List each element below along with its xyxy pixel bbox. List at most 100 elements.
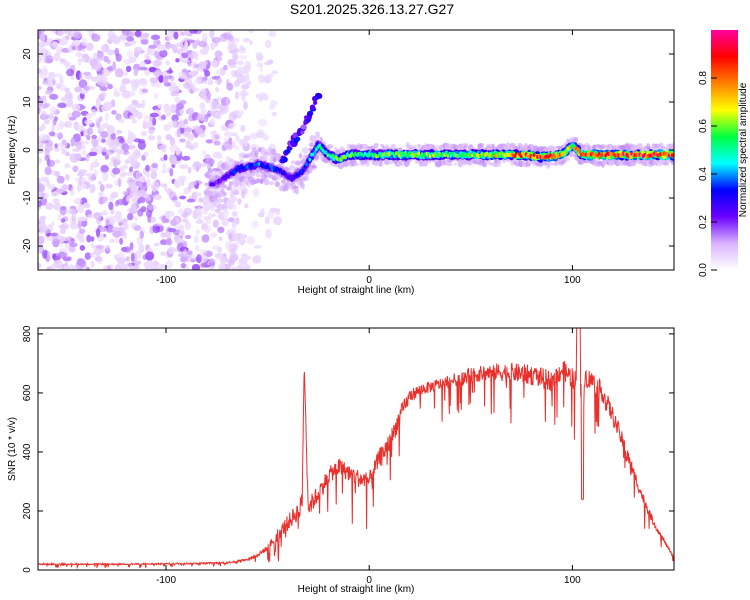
noise-speck bbox=[60, 218, 66, 223]
noise-speck bbox=[267, 210, 275, 220]
noise-speck bbox=[174, 96, 180, 104]
noise-speck bbox=[199, 90, 205, 96]
noise-speck bbox=[140, 130, 147, 137]
noise-speck bbox=[173, 42, 179, 50]
ridge-halo bbox=[574, 137, 579, 142]
noise-speck bbox=[150, 216, 157, 224]
ridge-blob bbox=[393, 154, 396, 159]
ridge-halo bbox=[250, 173, 256, 177]
noise-speck bbox=[52, 191, 58, 196]
noise-speck bbox=[38, 72, 48, 79]
noise-speck bbox=[71, 110, 81, 118]
noise-speck bbox=[115, 152, 121, 162]
noise-speck bbox=[227, 229, 236, 233]
noise-speck bbox=[98, 116, 103, 123]
secondary-ridge-blob bbox=[309, 104, 316, 111]
noise-speck bbox=[190, 181, 198, 186]
noise-speck bbox=[99, 226, 108, 232]
ridge-blob bbox=[391, 151, 395, 156]
snr-y-tick-label: 800 bbox=[22, 325, 33, 342]
ridge-halo bbox=[599, 144, 607, 150]
ridge-halo bbox=[258, 146, 263, 152]
noise-speck bbox=[43, 114, 50, 119]
noise-speck bbox=[148, 204, 154, 210]
noise-speck bbox=[201, 162, 207, 168]
noise-speck bbox=[57, 102, 67, 109]
noise-speck bbox=[170, 76, 175, 82]
noise-speck bbox=[149, 112, 159, 118]
noise-speck bbox=[38, 106, 41, 115]
ridge-halo bbox=[229, 181, 233, 186]
noise-speck bbox=[271, 111, 278, 117]
noise-speck bbox=[68, 116, 76, 121]
noise-speck bbox=[185, 263, 190, 270]
noise-speck bbox=[176, 103, 184, 110]
noise-speck bbox=[231, 211, 238, 217]
noise-speck bbox=[190, 72, 197, 77]
noise-speck bbox=[216, 203, 225, 211]
noise-speck bbox=[65, 121, 73, 126]
noise-speck bbox=[137, 208, 144, 217]
noise-speck bbox=[200, 262, 208, 268]
noise-speck bbox=[38, 191, 45, 200]
noise-speck bbox=[61, 149, 68, 155]
noise-speck bbox=[133, 46, 143, 53]
noise-speck bbox=[179, 74, 189, 80]
noise-speck bbox=[188, 85, 194, 89]
noise-speck bbox=[52, 198, 60, 204]
snr-x-tick-label: 100 bbox=[564, 575, 581, 586]
snr-panel: -100 0 100 0 200 400 600 800 Height of straigh… bbox=[7, 325, 675, 595]
noise-speck bbox=[84, 119, 94, 125]
noise-speck bbox=[179, 256, 187, 263]
noise-speck bbox=[185, 109, 190, 115]
noise-speck bbox=[195, 126, 203, 135]
noise-speck bbox=[195, 219, 204, 225]
noise-speck bbox=[110, 191, 119, 199]
noise-speck bbox=[171, 196, 178, 201]
noise-speck bbox=[59, 120, 64, 130]
noise-speck bbox=[205, 228, 211, 234]
noise-speck bbox=[198, 61, 207, 69]
noise-speck bbox=[52, 118, 57, 126]
noise-speck bbox=[87, 214, 94, 219]
noise-speck bbox=[226, 82, 234, 91]
noise-speck bbox=[168, 120, 178, 128]
noise-speck bbox=[251, 220, 259, 228]
noise-speck bbox=[136, 111, 143, 120]
noise-speck bbox=[265, 73, 274, 79]
noise-speck bbox=[109, 238, 115, 244]
noise-speck bbox=[179, 138, 186, 143]
noise-speck bbox=[229, 64, 237, 69]
noise-speck bbox=[79, 57, 87, 62]
noise-speck bbox=[58, 224, 67, 229]
noise-speck bbox=[191, 264, 201, 270]
noise-speck bbox=[141, 88, 148, 93]
noise-speck bbox=[98, 180, 103, 185]
noise-speck bbox=[187, 250, 193, 256]
noise-speck bbox=[99, 196, 104, 205]
spectrogram-y-tick-label: 0 bbox=[22, 147, 33, 153]
noise-speck bbox=[177, 175, 187, 182]
noise-speck bbox=[163, 124, 171, 131]
snr-y-axis-title: SNR (10 * v/v) bbox=[7, 417, 18, 481]
noise-speck bbox=[228, 137, 233, 143]
ridge-blob bbox=[563, 150, 567, 155]
noise-speck bbox=[233, 220, 239, 224]
noise-speck bbox=[191, 61, 197, 67]
noise-speck bbox=[69, 222, 79, 230]
noise-speck bbox=[223, 104, 230, 113]
noise-speck bbox=[182, 59, 191, 64]
noise-speck bbox=[169, 219, 178, 227]
noise-speck bbox=[77, 220, 82, 229]
ridge-halo bbox=[273, 156, 277, 163]
noise-speck bbox=[209, 118, 215, 126]
noise-speck bbox=[196, 211, 203, 220]
noise-speck bbox=[121, 247, 128, 252]
noise-speck bbox=[102, 172, 109, 182]
noise-speck bbox=[82, 202, 91, 209]
noise-speck bbox=[181, 212, 189, 219]
noise-speck bbox=[69, 205, 77, 210]
noise-speck bbox=[57, 132, 63, 140]
noise-speck bbox=[85, 113, 93, 120]
noise-speck bbox=[268, 105, 275, 110]
